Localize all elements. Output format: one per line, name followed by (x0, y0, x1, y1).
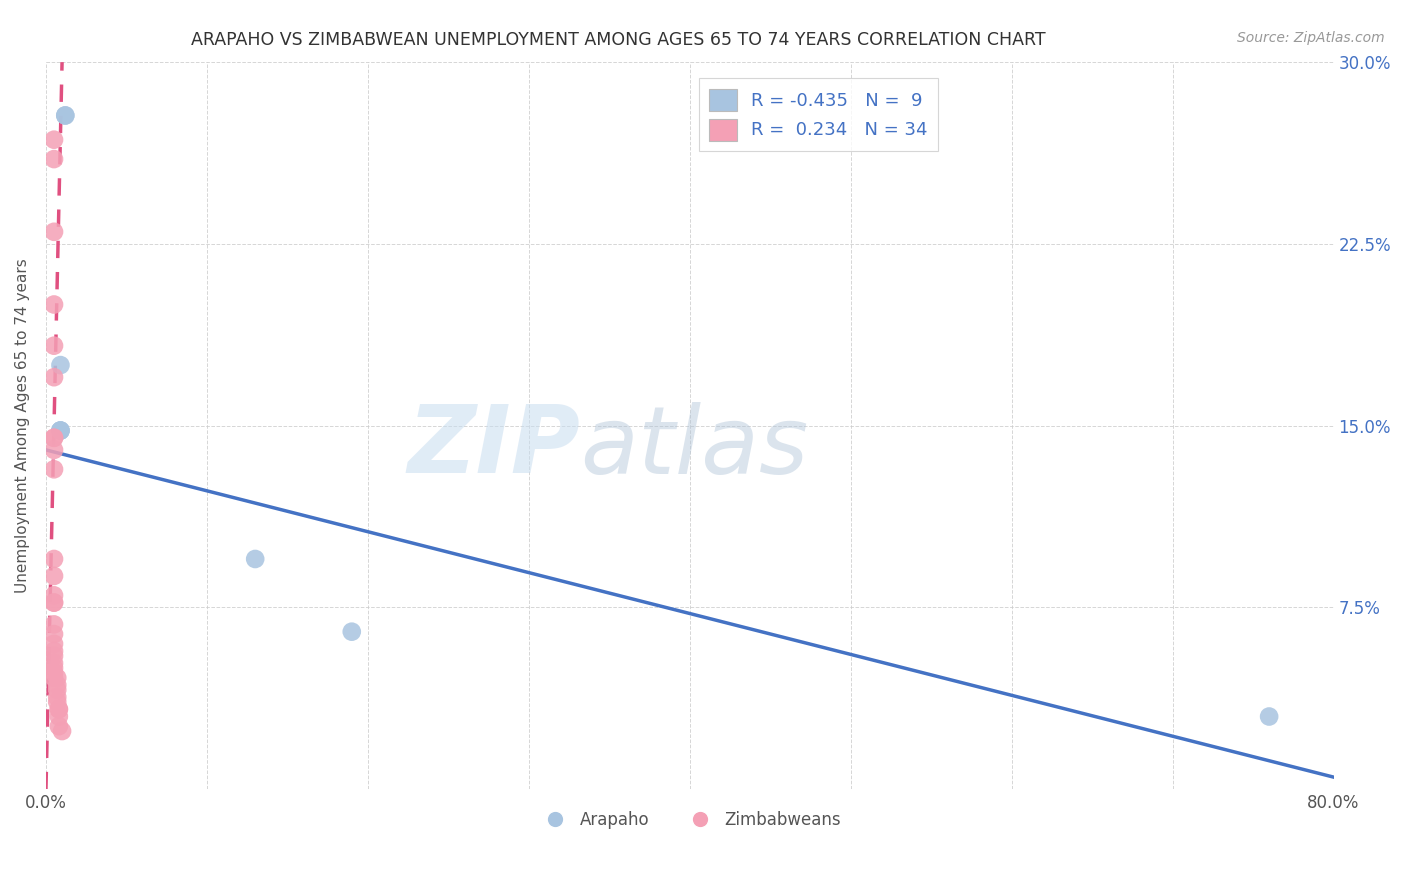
Point (42, 152, 65, 166)
Point (46, 695, 69, 709)
Point (42, 644, 65, 658)
Point (53, 108, 76, 122)
Text: ZIP: ZIP (408, 401, 581, 493)
Point (42, 656, 65, 670)
Point (42, 671, 65, 685)
Point (42, 637, 65, 651)
Point (48, 709, 70, 723)
Point (49, 424, 72, 438)
Legend: Arapaho, Zimbabweans: Arapaho, Zimbabweans (531, 804, 848, 836)
Point (42, 627, 65, 641)
Text: atlas: atlas (581, 402, 808, 493)
Point (340, 624, 363, 639)
Point (42, 596, 65, 610)
Point (42, 462, 65, 476)
Point (53, 108, 76, 122)
Point (42, 431, 65, 445)
Point (42, 431, 65, 445)
Point (49, 358, 72, 372)
Point (42, 442, 65, 457)
Text: ARAPAHO VS ZIMBABWEAN UNEMPLOYMENT AMONG AGES 65 TO 74 YEARS CORRELATION CHART: ARAPAHO VS ZIMBABWEAN UNEMPLOYMENT AMONG… (191, 31, 1046, 49)
Point (46, 671, 69, 685)
Point (42, 661, 65, 675)
Y-axis label: Unemployment Among Ages 65 to 74 years: Unemployment Among Ages 65 to 74 years (15, 259, 30, 593)
Point (42, 370, 65, 384)
Point (42, 648, 65, 663)
Point (42, 552, 65, 566)
Point (49, 424, 72, 438)
Point (48, 702, 70, 716)
Point (46, 678, 69, 692)
Point (42, 596, 65, 610)
Point (42, 588, 65, 602)
Point (48, 719, 70, 733)
Point (48, 702, 70, 716)
Point (1258, 709, 1281, 723)
Point (42, 617, 65, 632)
Text: Source: ZipAtlas.com: Source: ZipAtlas.com (1237, 31, 1385, 45)
Point (42, 297, 65, 311)
Point (42, 225, 65, 239)
Point (46, 682, 69, 697)
Point (42, 133, 65, 147)
Point (51, 724, 73, 739)
Point (42, 665, 65, 680)
Point (42, 569, 65, 583)
Point (49, 424, 72, 438)
Point (245, 552, 267, 566)
Point (42, 339, 65, 353)
Point (46, 690, 69, 705)
